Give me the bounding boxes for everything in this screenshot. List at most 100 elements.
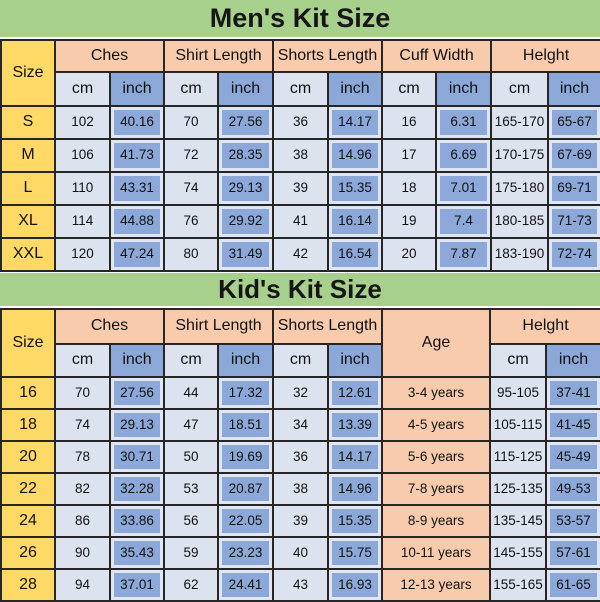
value-cell-cm: 42 <box>272 237 330 272</box>
size-cell: XXL <box>0 237 56 272</box>
age-cell: 12-13 years <box>381 568 492 602</box>
unit-label-cm: cm <box>54 343 111 378</box>
value-cell-cm: 44 <box>163 376 220 410</box>
value-cell-inch: 16.54 <box>327 237 384 272</box>
value-cell-cm: 70 <box>54 376 111 410</box>
size-cell: 22 <box>0 472 56 506</box>
mens-group-shorts-length: Shorts Length <box>272 39 384 73</box>
mens-group-shirt-length: Shirt Length <box>163 39 275 73</box>
unit-label-cm: cm <box>381 71 438 107</box>
value-cell-cm: 102 <box>54 105 111 140</box>
value-cell-cm: 155-165 <box>489 568 548 602</box>
value-cell-cm: 183-190 <box>490 237 550 272</box>
value-cell-cm: 114 <box>54 204 111 239</box>
value-cell-inch: 13.39 <box>327 408 384 442</box>
value-cell-cm: 106 <box>54 138 111 173</box>
mens-row-l: L 110 43.31 74 29.13 39 15.35 18 7.01 17… <box>0 171 600 206</box>
kids-row-20: 20 78 30.71 50 19.69 36 14.17 5-6 years … <box>0 440 600 474</box>
value-cell-cm: 50 <box>163 440 220 474</box>
value-cell-inch: 71-73 <box>547 204 600 239</box>
value-cell-cm: 36 <box>272 105 330 140</box>
size-cell: M <box>0 138 56 173</box>
value-cell-cm: 39 <box>272 504 330 538</box>
value-cell-cm: 47 <box>163 408 220 442</box>
size-cell: 26 <box>0 536 56 570</box>
mens-size-column-header: Size <box>0 39 56 107</box>
unit-label-inch: inch <box>435 71 493 107</box>
value-cell-cm: 170-175 <box>490 138 550 173</box>
mens-row-m: M 106 41.73 72 28.35 38 14.96 17 6.69 17… <box>0 138 600 173</box>
value-cell-inch: 14.96 <box>327 472 384 506</box>
value-cell-inch: 15.35 <box>327 504 384 538</box>
mens-row-s: S 102 40.16 70 27.56 36 14.17 16 6.31 16… <box>0 105 600 140</box>
value-cell-cm: 86 <box>54 504 111 538</box>
value-cell-cm: 34 <box>272 408 330 442</box>
value-cell-inch: 37.01 <box>108 568 166 602</box>
kids-row-22: 22 82 32.28 53 20.87 38 14.96 7-8 years … <box>0 472 600 506</box>
value-cell-cm: 80 <box>163 237 220 272</box>
value-cell-inch: 53-57 <box>545 504 600 538</box>
value-cell-inch: 72-74 <box>547 237 600 272</box>
value-cell-inch: 17.32 <box>217 376 275 410</box>
value-cell-inch: 37-41 <box>545 376 600 410</box>
unit-label-inch: inch <box>327 71 384 107</box>
age-cell: 3-4 years <box>381 376 492 410</box>
value-cell-inch: 20.87 <box>217 472 275 506</box>
size-cell: 24 <box>0 504 56 538</box>
value-cell-inch: 61-65 <box>545 568 600 602</box>
mens-group-helght: Helght <box>490 39 600 73</box>
value-cell-inch: 41.73 <box>108 138 166 173</box>
unit-label-cm: cm <box>163 343 220 378</box>
size-cell: XL <box>0 204 56 239</box>
mens-title-bar: Men's Kit Size <box>0 0 600 37</box>
value-cell-inch: 6.31 <box>435 105 493 140</box>
value-cell-cm: 16 <box>381 105 438 140</box>
value-cell-inch: 43.31 <box>108 171 166 206</box>
value-cell-inch: 45-49 <box>545 440 600 474</box>
value-cell-cm: 125-135 <box>489 472 548 506</box>
unit-label-cm: cm <box>54 71 111 107</box>
value-cell-cm: 72 <box>163 138 220 173</box>
value-cell-cm: 38 <box>272 138 330 173</box>
kids-header-group-row: Size Ches Shirt Length Shorts Length Age… <box>0 308 600 378</box>
value-cell-inch: 35.43 <box>108 536 166 570</box>
value-cell-inch: 16.14 <box>327 204 384 239</box>
value-cell-cm: 41 <box>272 204 330 239</box>
value-cell-inch: 28.35 <box>217 138 275 173</box>
unit-label-cm: cm <box>163 71 220 107</box>
unit-label-cm: cm <box>272 343 330 378</box>
unit-label-inch: inch <box>217 343 275 378</box>
value-cell-inch: 65-67 <box>547 105 600 140</box>
kids-group-age: Age <box>381 308 492 378</box>
unit-label-inch: inch <box>545 343 600 378</box>
kids-unit-row: cm inch cm inch cm inch cm inch <box>1 343 600 378</box>
unit-label-cm: cm <box>490 71 550 107</box>
kids-row-18: 18 74 29.13 47 18.51 34 13.39 4-5 years … <box>0 408 600 442</box>
mens-group-cuff-width: Cuff Width <box>381 39 493 73</box>
age-cell: 7-8 years <box>381 472 492 506</box>
value-cell-cm: 94 <box>54 568 111 602</box>
value-cell-cm: 95-105 <box>489 376 548 410</box>
value-cell-cm: 19 <box>381 204 438 239</box>
value-cell-inch: 47.24 <box>108 237 166 272</box>
value-cell-cm: 90 <box>54 536 111 570</box>
value-cell-cm: 39 <box>272 171 330 206</box>
kids-kit-table: Size Ches Shirt Length Shorts Length Age… <box>0 308 600 602</box>
kids-kit-section: Kid's Kit Size Size Ches Shirt Length Sh… <box>0 273 600 602</box>
value-cell-inch: 57-61 <box>545 536 600 570</box>
mens-header-group-row: Size Ches Shirt Length Shorts Length Cuf… <box>0 39 600 107</box>
value-cell-cm: 43 <box>272 568 330 602</box>
kids-size-column-header: Size <box>0 308 56 378</box>
age-cell: 10-11 years <box>381 536 492 570</box>
value-cell-inch: 33.86 <box>108 504 166 538</box>
value-cell-cm: 56 <box>163 504 220 538</box>
size-cell: S <box>0 105 56 140</box>
mens-kit-section: Men's Kit Size Size Ches Shirt Length Sh… <box>0 0 600 272</box>
value-cell-inch: 67-69 <box>547 138 600 173</box>
mens-group-ches: Ches <box>53 39 166 73</box>
value-cell-cm: 74 <box>163 171 220 206</box>
kids-group-ches: Ches <box>53 308 166 345</box>
size-cell: 16 <box>0 376 56 410</box>
unit-label-inch: inch <box>108 71 166 107</box>
